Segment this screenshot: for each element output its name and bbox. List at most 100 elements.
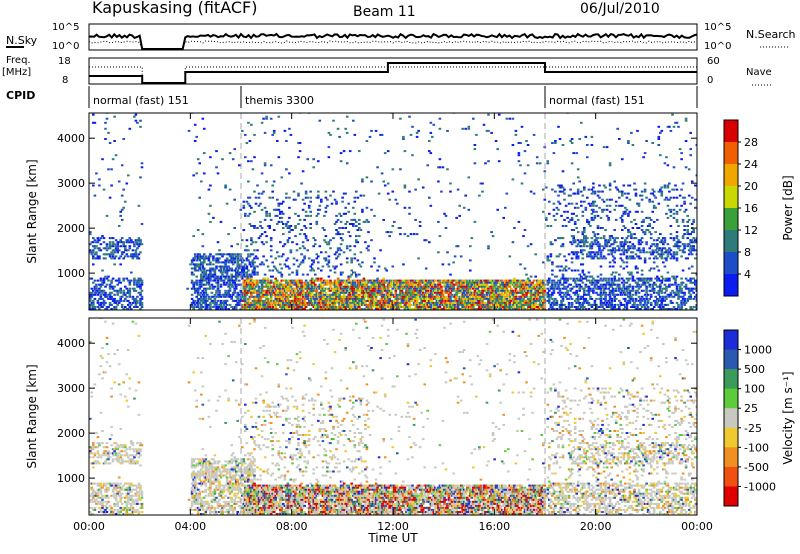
heatmap-cell (528, 301, 531, 304)
heatmap-cell (602, 208, 606, 211)
heatmap-cell (98, 247, 101, 250)
heatmap-cell (89, 293, 92, 296)
heatmap-cell (358, 293, 361, 296)
heatmap-cell (548, 295, 551, 298)
heatmap-cell (242, 269, 246, 272)
heatmap-cell (356, 229, 360, 231)
heatmap-cell (218, 293, 221, 296)
heatmap-cell (443, 295, 446, 298)
heatmap-cell (428, 293, 431, 296)
heatmap-cell (238, 259, 241, 262)
heatmap-cell (560, 303, 563, 306)
heatmap-cell (203, 299, 206, 302)
heatmap-cell (575, 306, 578, 308)
heatmap-cell (478, 293, 481, 296)
heatmap-cell (458, 283, 461, 286)
heatmap-cell (248, 301, 252, 304)
heatmap-cell (380, 306, 384, 308)
heatmap-cell (356, 306, 360, 308)
heatmap-cell (596, 245, 600, 248)
heatmap-cell (350, 273, 353, 276)
heatmap-cell (573, 291, 577, 294)
heatmap-cell (137, 285, 141, 288)
heatmap-cell (485, 308, 489, 310)
heatmap-cell (455, 287, 458, 290)
heatmap-cell (420, 281, 423, 284)
heatmap-cell (362, 277, 366, 280)
heatmap-cell (462, 306, 466, 308)
heatmap-cell (424, 295, 428, 298)
heatmap-cell (329, 194, 332, 197)
heatmap-cell (364, 287, 367, 290)
heatmap-cell (262, 295, 265, 298)
heatmap-cell (446, 285, 449, 288)
heatmap-cell (236, 269, 239, 272)
heatmap-cell (414, 301, 417, 304)
heatmap-cell (215, 275, 218, 278)
heatmap-cell (277, 283, 281, 286)
heatmap-cell (438, 127, 442, 130)
heatmap-cell (105, 249, 109, 252)
heatmap-cell (139, 239, 142, 242)
heatmap-cell (516, 303, 519, 306)
heatmap-cell (274, 214, 277, 217)
heatmap-cell (339, 301, 343, 304)
heatmap-cell (206, 263, 209, 266)
heatmap-cell (108, 241, 112, 244)
heatmap-cell (560, 237, 563, 240)
heatmap-cell (279, 306, 282, 308)
heatmap-cell (242, 265, 246, 268)
heatmap-cell (231, 285, 235, 288)
heatmap-cell (450, 285, 454, 288)
heatmap-cell (456, 297, 460, 300)
heatmap-cell (519, 287, 522, 290)
heatmap-cell (336, 279, 340, 282)
heatmap-cell (373, 279, 376, 282)
heatmap-cell (601, 210, 604, 213)
heatmap-cell (479, 291, 483, 294)
heatmap-cell (286, 295, 290, 298)
heatmap-cell (216, 279, 220, 282)
heatmap-cell (300, 297, 303, 300)
heatmap-cell (266, 297, 270, 300)
heatmap-cell (379, 301, 382, 304)
heatmap-cell (359, 194, 363, 197)
heatmap-cell (295, 259, 299, 262)
heatmap-cell (358, 227, 361, 229)
heatmap-cell (400, 281, 404, 284)
heatmap-cell (499, 297, 502, 300)
heatmap-cell (605, 204, 609, 207)
heatmap-cell (339, 291, 343, 294)
heatmap-cell (227, 308, 230, 310)
heatmap-cell (564, 308, 568, 310)
heatmap-cell (298, 306, 302, 308)
heatmap-cell (618, 285, 621, 288)
heatmap-cell (485, 293, 489, 296)
heatmap-cell (242, 306, 246, 308)
heatmap-cell (215, 281, 218, 284)
heatmap-cell (327, 287, 331, 290)
heatmap-cell (200, 269, 203, 272)
heatmap-cell (262, 299, 265, 302)
heatmap-cell (359, 281, 363, 284)
heatmap-cell (458, 289, 461, 292)
heatmap-cell (285, 308, 288, 310)
heatmap-cell (327, 293, 331, 296)
heatmap-cell (581, 287, 585, 290)
heatmap-cell (466, 303, 469, 306)
heatmap-cell (613, 241, 616, 244)
heatmap-cell (561, 303, 565, 306)
heatmap-cell (584, 297, 588, 300)
heatmap-cell (608, 249, 612, 252)
heatmap-cell (335, 251, 338, 254)
heatmap-cell (611, 271, 615, 274)
heatmap-cell (466, 283, 469, 286)
heatmap-cell (271, 190, 274, 193)
heatmap-cell (233, 306, 236, 308)
heatmap-cell (92, 113, 95, 116)
heatmap-cell (487, 291, 490, 294)
heatmap-cell (335, 229, 338, 231)
heatmap-cell (368, 287, 372, 290)
heatmap-cell (295, 243, 299, 246)
heatmap-cell (238, 263, 241, 266)
